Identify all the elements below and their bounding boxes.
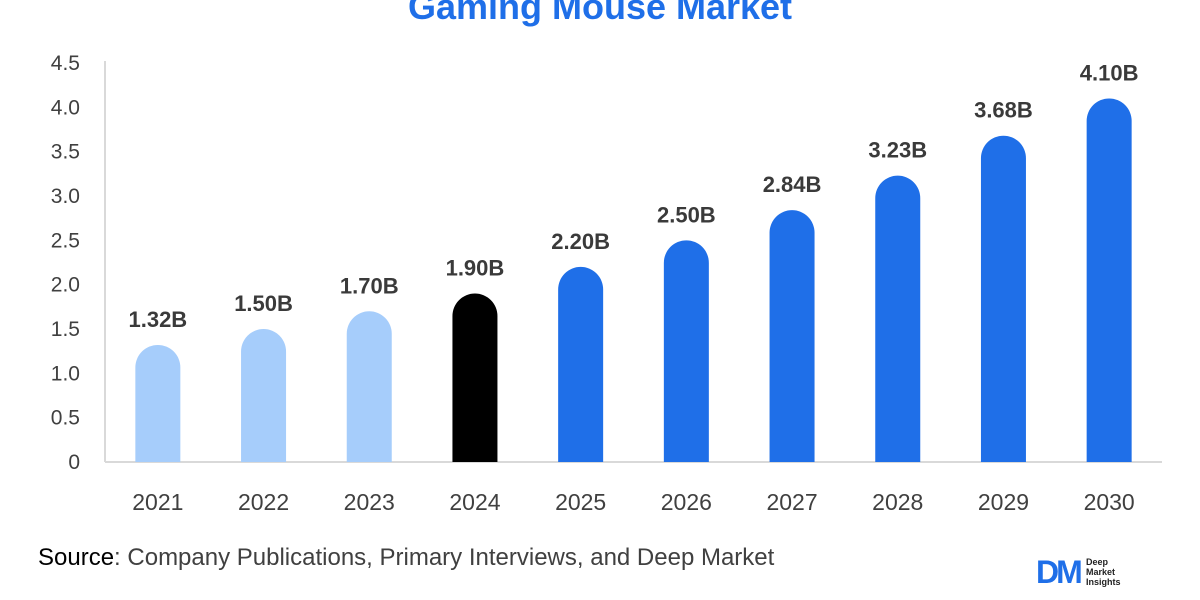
source-prefix: Source <box>38 544 115 571</box>
source-note: Source: Company Publications, Primary In… <box>38 544 774 572</box>
chart-title: Gaming Mouse Market <box>407 0 793 27</box>
x-tick-label-2027: 2027 <box>766 489 817 515</box>
y-tick-label: 1.5 <box>51 318 80 341</box>
data-label-2030: 4.10B <box>1080 60 1139 85</box>
source-text: : Company Publications, Primary Intervie… <box>114 544 775 571</box>
y-axis-ticks: 0 0.5 1.0 1.5 2.0 2.5 3.0 3.5 4.0 4.5 <box>51 52 80 474</box>
bar-chart: 00.51.01.52.02.53.03.54.04.5 1.32B1.50B1… <box>51 52 1162 515</box>
data-label-2024: 1.90B <box>446 256 505 281</box>
logo-line-1: Deep <box>1086 557 1109 567</box>
bar-2028 <box>875 175 921 462</box>
x-axis-labels: 2021 2022 2023 2024 2025 2026 2027 2028 2029 2030 <box>132 489 1134 515</box>
data-label-2025: 2.20B <box>551 229 610 254</box>
y-tick-label: 4.5 <box>51 52 80 75</box>
logo-line-2: Market <box>1086 567 1116 577</box>
y-tick-label: 0.5 <box>51 407 80 430</box>
data-label-2023: 1.70B <box>340 273 399 298</box>
x-tick-label-2025: 2025 <box>555 489 606 515</box>
y-tick-label: 2.5 <box>51 229 80 252</box>
data-label-2028: 3.23B <box>868 138 927 163</box>
bar-2021 <box>135 344 181 462</box>
bar-2027 <box>769 210 815 462</box>
y-tick-label: 0 <box>68 451 80 474</box>
bar-2025 <box>558 266 604 462</box>
data-label-2027: 2.84B <box>763 172 822 197</box>
data-label-2026: 2.50B <box>657 202 716 227</box>
data-labels: 1.32B 1.50B 1.70B 1.90B 2.20B 2.50B 2.84B 3.23B… <box>128 60 1138 331</box>
bar-2026 <box>663 240 709 462</box>
x-tick-label-2022: 2022 <box>238 489 289 515</box>
y-tick-label: 3.5 <box>51 141 80 164</box>
bars <box>135 98 1132 462</box>
bar-2030 <box>1086 98 1132 462</box>
logo-mark: DM <box>1036 554 1083 590</box>
y-tick-label: 3.0 <box>51 185 80 208</box>
y-tick-label: 1.0 <box>51 362 80 385</box>
bar-2023 <box>346 311 392 462</box>
data-label-2029: 3.68B <box>974 98 1033 123</box>
x-tick-label-2024: 2024 <box>449 489 500 515</box>
x-tick-label-2026: 2026 <box>661 489 712 515</box>
x-tick-label-2030: 2030 <box>1084 489 1135 515</box>
data-label-2021: 1.32B <box>128 307 187 332</box>
y-tick-label: 4.0 <box>51 96 80 119</box>
y-tick-label: 2.0 <box>51 274 80 297</box>
deep-market-insights-logo: DM Deep Market Insights <box>1036 553 1156 593</box>
x-tick-label-2029: 2029 <box>978 489 1029 515</box>
data-label-2022: 1.50B <box>234 291 293 316</box>
x-tick-label-2023: 2023 <box>344 489 395 515</box>
bar-2022 <box>241 329 287 462</box>
logo-text: Deep Market Insights <box>1086 557 1121 587</box>
bar-2029 <box>980 135 1026 462</box>
logo-line-3: Insights <box>1086 577 1121 587</box>
bar-2024 <box>452 293 498 462</box>
x-tick-label-2028: 2028 <box>872 489 923 515</box>
x-tick-label-2021: 2021 <box>132 489 183 515</box>
